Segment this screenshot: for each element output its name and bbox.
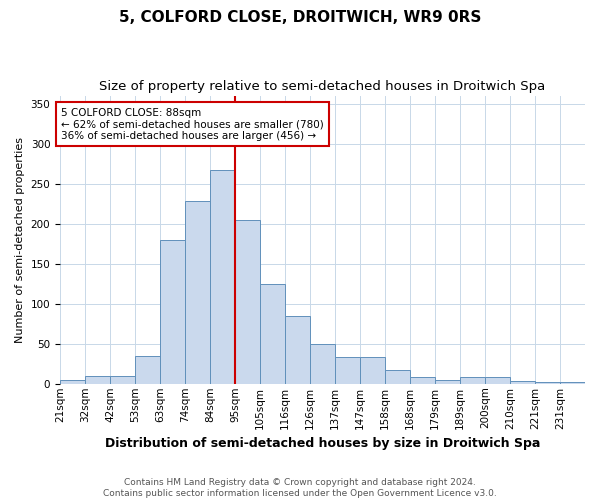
- Bar: [60, 380, 85, 384]
- Bar: [360, 358, 385, 384]
- Y-axis label: Number of semi-detached properties: Number of semi-detached properties: [15, 136, 25, 342]
- Text: 5, COLFORD CLOSE, DROITWICH, WR9 0RS: 5, COLFORD CLOSE, DROITWICH, WR9 0RS: [119, 10, 481, 25]
- Bar: [410, 378, 435, 384]
- Bar: [85, 376, 110, 384]
- X-axis label: Distribution of semi-detached houses by size in Droitwich Spa: Distribution of semi-detached houses by …: [105, 437, 540, 450]
- Bar: [310, 344, 335, 384]
- Bar: [160, 240, 185, 384]
- Bar: [135, 356, 160, 384]
- Text: Contains HM Land Registry data © Crown copyright and database right 2024.
Contai: Contains HM Land Registry data © Crown c…: [103, 478, 497, 498]
- Bar: [335, 358, 360, 384]
- Bar: [185, 201, 210, 384]
- Bar: [510, 382, 535, 384]
- Title: Size of property relative to semi-detached houses in Droitwich Spa: Size of property relative to semi-detach…: [100, 80, 545, 93]
- Bar: [285, 316, 310, 384]
- Bar: [485, 378, 510, 384]
- Bar: [435, 380, 460, 384]
- Bar: [235, 220, 260, 384]
- Bar: [210, 170, 235, 384]
- Bar: [560, 382, 585, 384]
- Text: 5 COLFORD CLOSE: 88sqm
← 62% of semi-detached houses are smaller (780)
36% of se: 5 COLFORD CLOSE: 88sqm ← 62% of semi-det…: [61, 108, 324, 141]
- Bar: [260, 284, 285, 384]
- Bar: [460, 378, 485, 384]
- Bar: [535, 382, 560, 384]
- Bar: [110, 376, 135, 384]
- Bar: [385, 370, 410, 384]
